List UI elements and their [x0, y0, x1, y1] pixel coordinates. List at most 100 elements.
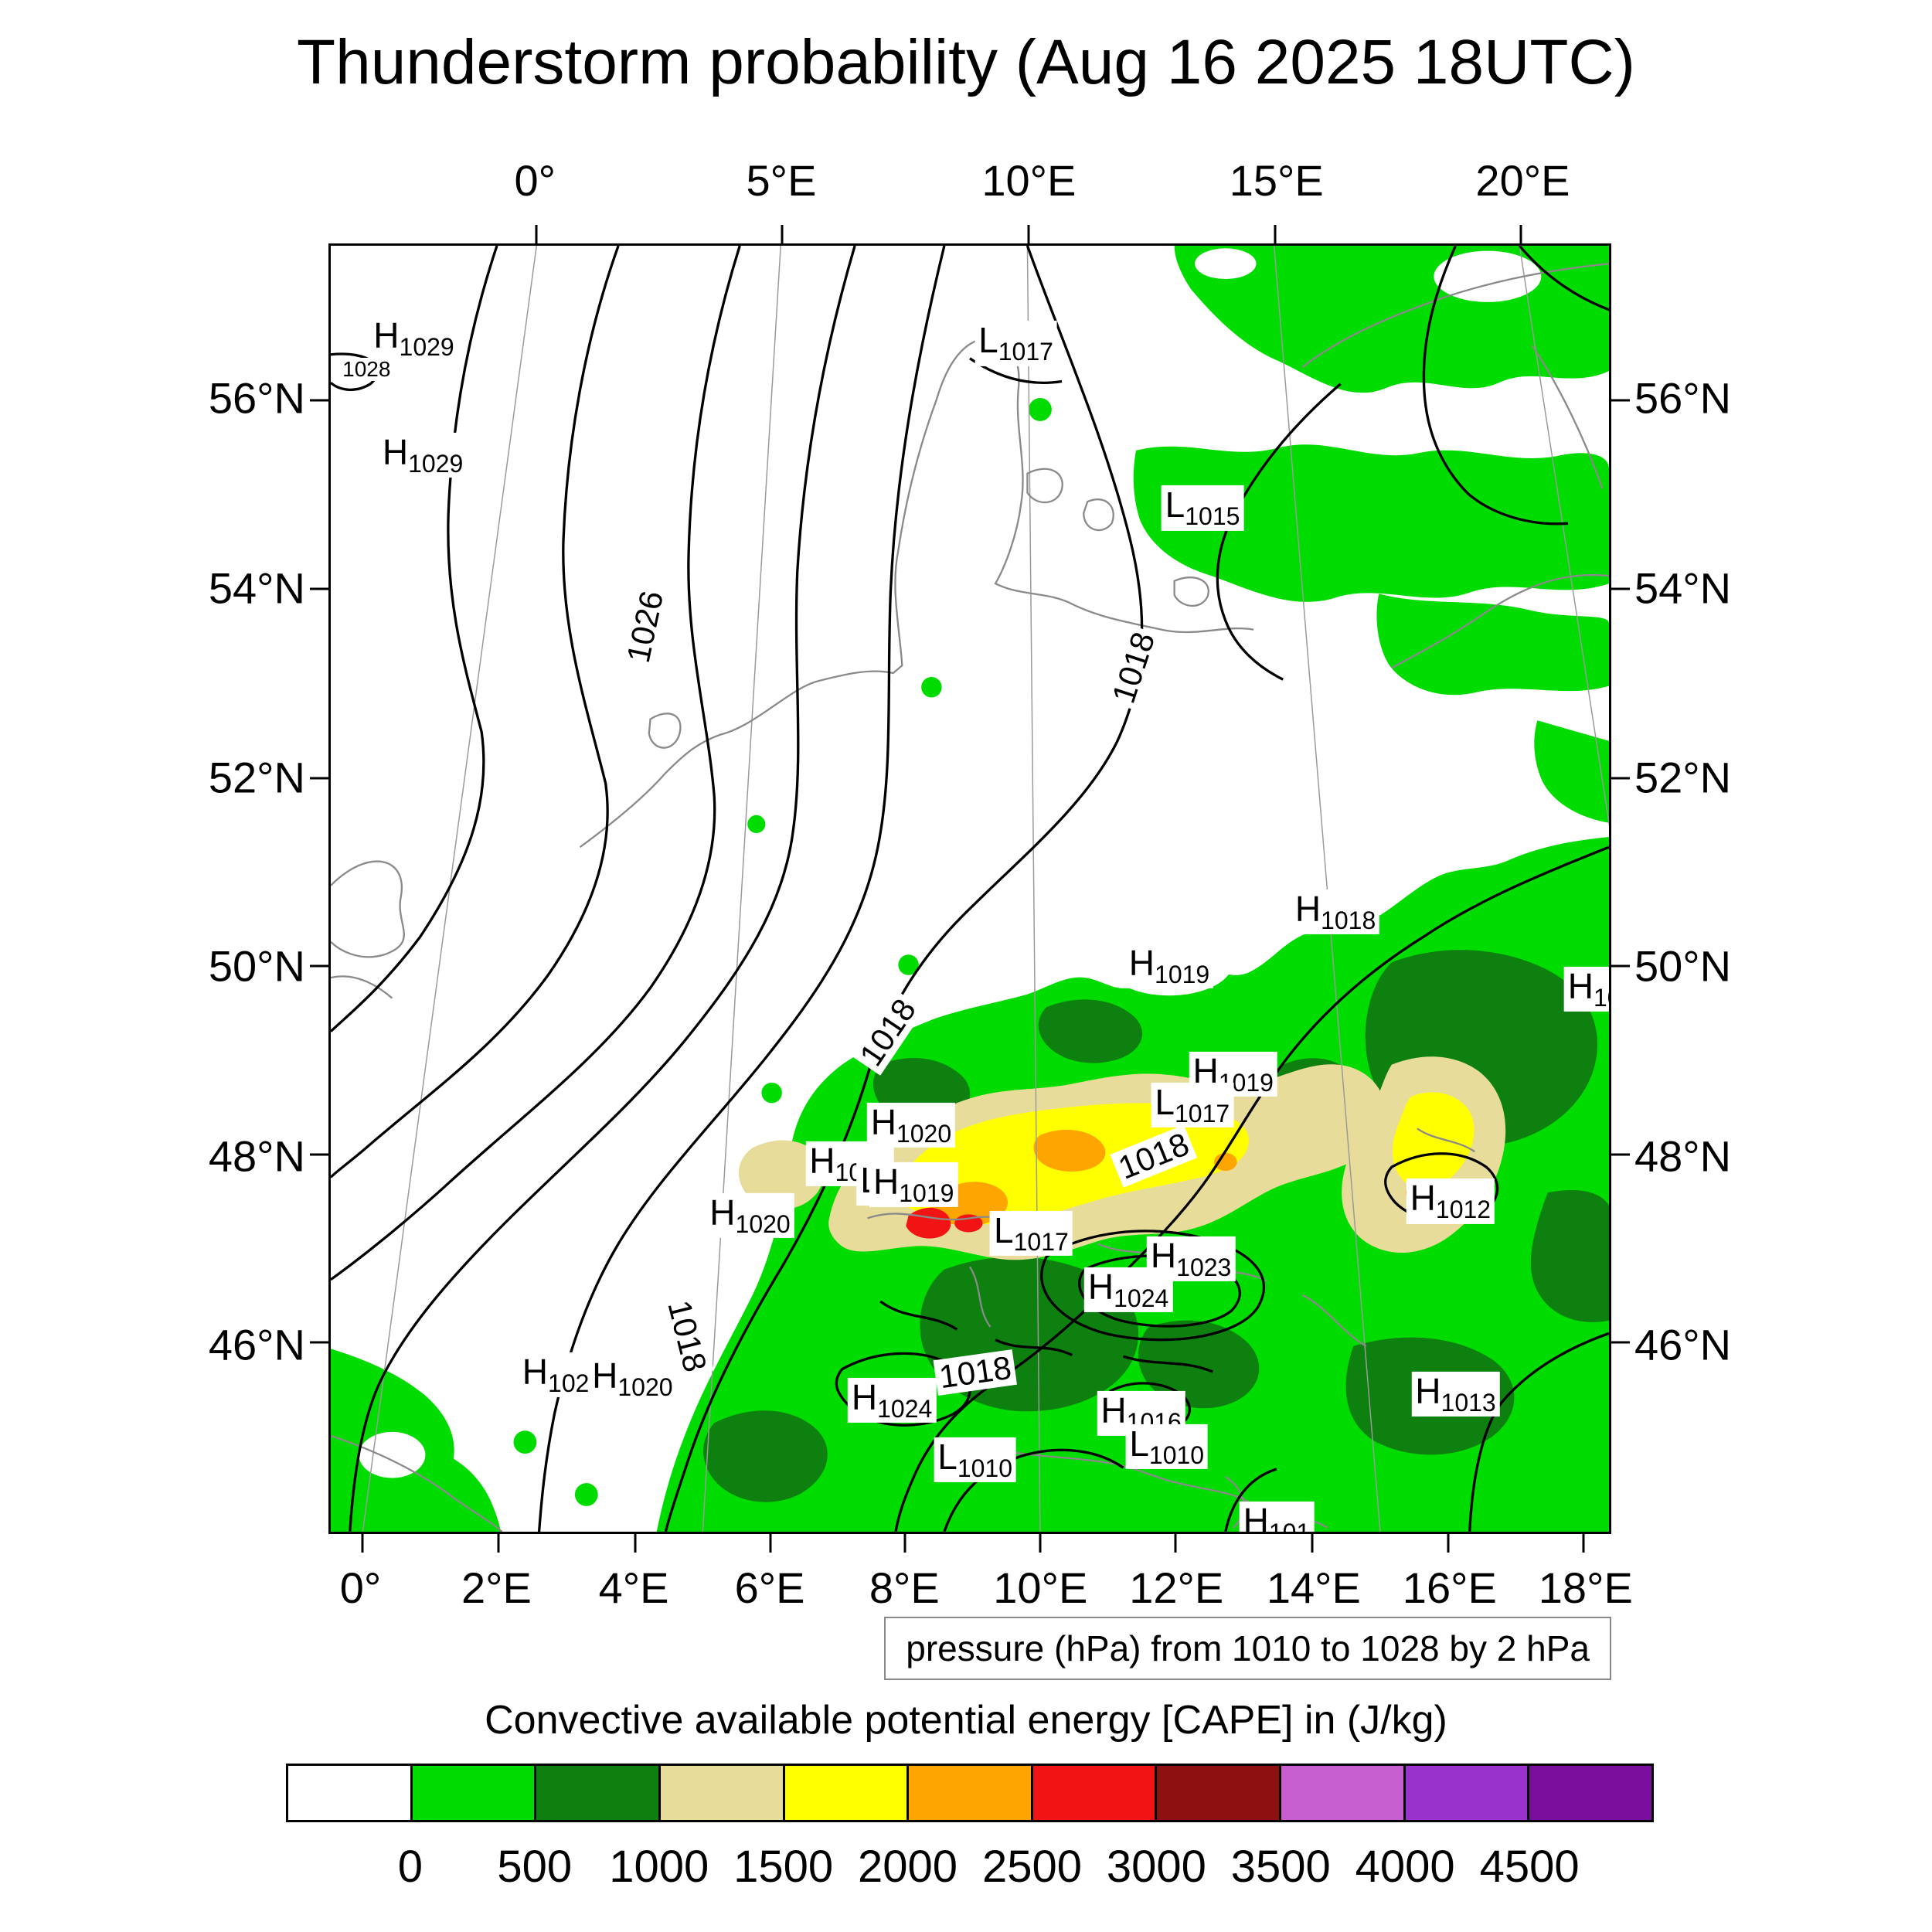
pressure-letter: H: [709, 1192, 736, 1233]
pressure-center-label: H102: [518, 1351, 594, 1398]
pressure-center-label: H1019: [869, 1161, 958, 1207]
top-axis-tick-label: 10°E: [981, 156, 1077, 205]
right-axis-tick-label: 52°N: [1634, 753, 1732, 802]
pressure-letter: L: [937, 1436, 957, 1477]
pressure-value: 1017: [998, 338, 1053, 366]
colorbar-segment: [784, 1766, 910, 1820]
bottom-axis-tick-label: 4°E: [598, 1563, 669, 1612]
right-axis: 56°N 54°N 52°N 50°N 48°N 46°N: [1634, 243, 1839, 1534]
pressure-value: 1024: [877, 1395, 933, 1423]
pressure-letter: H: [809, 1141, 835, 1181]
tick-mark: [1039, 1534, 1042, 1553]
pressure-value: 1023: [1176, 1253, 1232, 1282]
pressure-letter: H: [592, 1355, 618, 1396]
colorbar-segment: [1281, 1766, 1406, 1820]
pressure-value: 1019: [1155, 960, 1210, 988]
pressure-letter: L: [1129, 1423, 1149, 1464]
tick-mark: [310, 399, 328, 402]
left-axis-tick-label: 52°N: [208, 753, 305, 802]
right-axis-tick-label: 50°N: [1634, 941, 1732, 991]
tick-mark: [1611, 587, 1630, 590]
pressure-center-label: H1029: [369, 315, 458, 361]
pressure-value: 1020: [896, 1120, 952, 1148]
tick-mark: [769, 1534, 772, 1553]
pressure-value: 101: [1269, 1519, 1310, 1532]
colorbar-tick-label: 2500: [981, 1842, 1082, 1892]
pressure-center-label: L1017: [975, 321, 1057, 366]
pressure-letter: H: [870, 1102, 896, 1143]
colorbar-segment: [536, 1766, 661, 1820]
bottom-axis-tick-label: 18°E: [1538, 1563, 1633, 1612]
pressure-center-label: H1019: [1124, 943, 1214, 988]
pressure-value: 1029: [399, 332, 454, 361]
tick-mark: [1447, 1534, 1450, 1553]
colorbar-tick-label: 0: [397, 1842, 423, 1892]
colorbar-segment: [1405, 1766, 1530, 1820]
colorbar-tick-label: 3000: [1106, 1842, 1206, 1892]
bottom-axis-tick-label: 8°E: [869, 1563, 940, 1612]
pressure-letter: L: [1155, 1081, 1175, 1122]
colorbar-segment: [909, 1766, 1033, 1820]
tick-mark: [1274, 225, 1277, 243]
pressure-value: 1029: [408, 450, 464, 478]
pressure-letter: H: [382, 432, 409, 473]
pressure-value: 1019: [899, 1179, 954, 1207]
tick-mark: [781, 225, 784, 243]
bottom-axis-tick-label: 6°E: [734, 1563, 805, 1612]
tick-mark: [310, 1153, 328, 1156]
pressure-value: 1018: [1321, 906, 1376, 935]
top-axis-tick-label: 5°E: [746, 156, 817, 205]
bottom-axis-tick-label: 12°E: [1129, 1563, 1224, 1612]
bottom-axis: 0° 2°E 4°E 6°E 8°E 10°E 12°E 14°E 16°E 18°E: [328, 1563, 1633, 1618]
pressure-value: 1020: [735, 1209, 791, 1238]
right-axis-tick-label: 48°N: [1634, 1131, 1732, 1181]
colorbar-labels: 0 500 1000 1500 2000 2500 3000 3500 4000 4500: [286, 1841, 1654, 1895]
pressure-caption: pressure (hPa) from 1010 to 1028 by 2 hP…: [884, 1617, 1611, 1680]
left-axis-tick-label: 56°N: [208, 373, 305, 423]
colorbar-title: Convective available potential energy [C…: [485, 1698, 1447, 1743]
pressure-value: 1012: [1435, 1196, 1492, 1224]
left-axis: 56°N 54°N 52°N 50°N 48°N 46°N: [100, 243, 305, 1534]
tick-mark: [310, 964, 328, 968]
tick-mark: [634, 1534, 637, 1553]
colorbar-segment: [1157, 1766, 1282, 1820]
tick-mark: [1174, 1534, 1177, 1553]
pressure-letter: L: [978, 320, 998, 361]
pressure-value: 102: [548, 1369, 590, 1398]
tick-mark: [497, 1534, 500, 1553]
pressure-letter: H: [373, 315, 400, 355]
pressure-value: 1017: [1174, 1099, 1230, 1128]
map-canvas: [331, 246, 1609, 1532]
right-axis-tick-label: 56°N: [1634, 373, 1732, 423]
colorbar-tick-label: 500: [497, 1842, 573, 1892]
tick-mark: [310, 777, 328, 780]
pressure-center-label: H1012: [1406, 1178, 1495, 1224]
tick-mark: [1611, 1153, 1630, 1156]
bottom-axis-tick-label: 16°E: [1402, 1563, 1497, 1612]
top-axis-tick-label: 20°E: [1475, 156, 1570, 205]
top-axis-tick-label: 0°: [514, 156, 556, 205]
colorbar-segment: [412, 1766, 537, 1820]
pressure-center-label: L1010: [1125, 1423, 1209, 1470]
pressure-center-label: L1010: [934, 1437, 1016, 1482]
pressure-letter: H: [851, 1377, 878, 1418]
bottom-axis-tick-label: 10°E: [993, 1563, 1088, 1612]
pressure-center-label: H101: [1563, 965, 1609, 1012]
top-axis-tick-label: 15°E: [1229, 156, 1324, 205]
bottom-axis-tick-label: 2°E: [461, 1563, 532, 1612]
left-axis-tick-label: 54°N: [208, 563, 305, 613]
colorbar-tick-label: 2000: [858, 1842, 958, 1892]
map-label-layer: H1029 1028 H1029 L1017 L1015 1026 1018 H1018 H10…: [331, 246, 1609, 1532]
colorbar-tick-label: 4500: [1479, 1842, 1580, 1892]
pressure-value: 1020: [617, 1373, 673, 1402]
colorbar: [286, 1764, 1654, 1822]
pressure-center-label: H1024: [1083, 1267, 1173, 1313]
pressure-letter: L: [1165, 485, 1185, 526]
pressure-letter: L: [994, 1209, 1014, 1250]
left-axis-tick-label: 48°N: [208, 1131, 305, 1181]
pressure-letter: H: [873, 1161, 900, 1202]
pressure-letter: H: [522, 1351, 549, 1392]
pressure-letter: H: [1567, 965, 1594, 1006]
colorbar-segment: [1529, 1766, 1652, 1820]
pressure-letter: H: [1410, 1178, 1436, 1219]
